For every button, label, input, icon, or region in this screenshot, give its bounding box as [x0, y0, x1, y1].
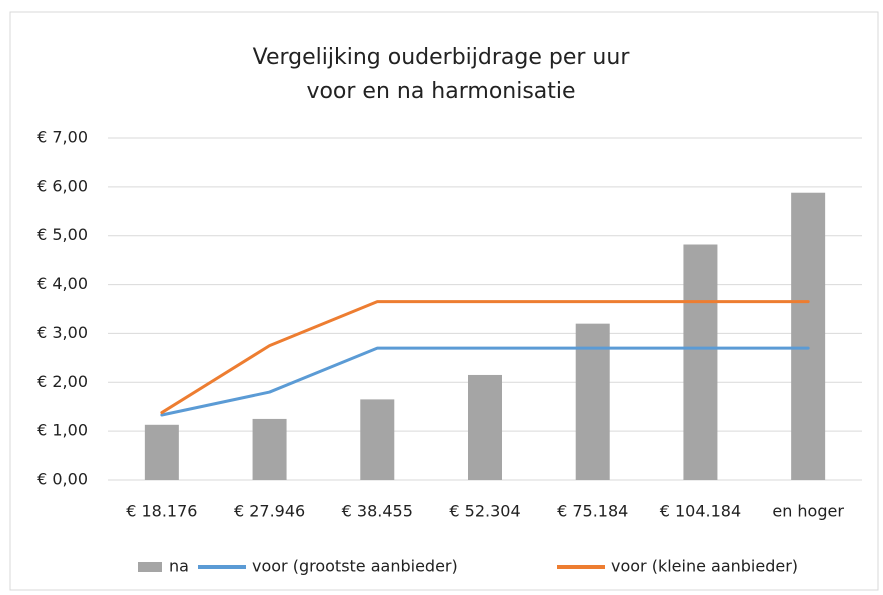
bar — [683, 244, 718, 480]
bar — [468, 374, 502, 480]
x-tick-label: en hoger — [772, 502, 844, 521]
x-tick-label: € 104.184 — [660, 502, 741, 521]
y-tick-label: € 5,00 — [37, 225, 88, 244]
x-tick-label: € 18.176 — [126, 502, 197, 521]
legend-label: na — [169, 557, 189, 576]
line — [160, 346, 810, 417]
y-tick-label: € 3,00 — [37, 323, 88, 342]
bar — [360, 399, 395, 480]
legend-label: voor (grootste aanbieder) — [252, 557, 458, 576]
y-tick-label: € 7,00 — [37, 128, 88, 147]
y-tick-label: € 0,00 — [37, 470, 88, 489]
x-tick-label: € 27.946 — [234, 502, 305, 521]
y-tick-label: € 6,00 — [37, 176, 88, 195]
chart-title: Vergelijking ouderbijdrage per uur — [253, 45, 631, 70]
bar — [791, 192, 826, 480]
legend-swatch — [138, 562, 162, 572]
y-tick-label: € 1,00 — [37, 421, 88, 440]
x-tick-label: € 52.304 — [449, 502, 520, 521]
bar — [252, 418, 287, 480]
x-tick-label: € 75.184 — [557, 502, 628, 521]
chart-title: voor en na harmonisatie — [306, 79, 575, 104]
line — [160, 300, 810, 415]
bar — [144, 424, 179, 480]
x-tick-label: € 38.455 — [342, 502, 413, 521]
legend-label: voor (kleine aanbieder) — [611, 557, 798, 576]
bar — [575, 323, 610, 480]
y-tick-label: € 2,00 — [37, 372, 88, 391]
y-tick-label: € 4,00 — [37, 274, 88, 293]
